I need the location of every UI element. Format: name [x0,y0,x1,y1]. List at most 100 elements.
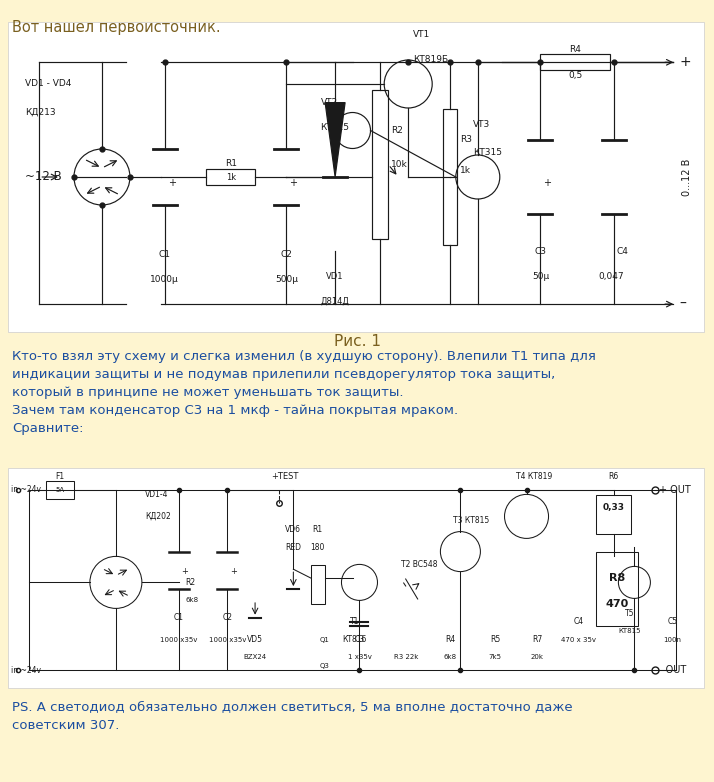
Text: R3: R3 [460,135,472,145]
Text: VD1 - VD4: VD1 - VD4 [26,80,72,88]
Text: F1: F1 [56,472,65,482]
Text: Q1: Q1 [320,637,330,643]
Text: BZX24: BZX24 [243,655,266,660]
Text: 0,5: 0,5 [568,71,583,80]
Text: R5: R5 [490,635,501,644]
Text: VT2: VT2 [321,98,338,107]
Text: 0...12 В: 0...12 В [682,158,692,196]
Text: КТ315: КТ315 [473,148,502,156]
Text: 1 x35v: 1 x35v [348,655,371,660]
Text: КТ315: КТ315 [321,123,350,132]
Text: C5: C5 [668,618,678,626]
Text: R1: R1 [225,160,237,168]
Text: R2: R2 [391,126,403,135]
Text: 500µ: 500µ [275,274,298,284]
Text: C4: C4 [573,618,584,626]
Text: C4: C4 [616,247,628,256]
Text: 1k: 1k [460,167,471,175]
Text: VD1: VD1 [326,271,344,281]
Text: +: + [168,178,176,188]
Bar [373,90,388,239]
Text: 1000µ: 1000µ [150,274,179,284]
Text: VD5: VD5 [247,635,263,644]
Text: Вот нашел первоисточник.: Вот нашел первоисточник. [12,20,221,35]
Text: индикации защиты и не подумав прилепили псевдорегулятор тока защиты,: индикации защиты и не подумав прилепили … [12,368,555,381]
Text: R4: R4 [445,635,455,644]
Bar [596,495,631,534]
Text: T3 КТ815: T3 КТ815 [453,516,490,526]
Text: Кто-то взял эту схему и слегка изменил (в худшую сторону). Влепили Т1 типа для: Кто-то взял эту схему и слегка изменил (… [12,350,596,363]
Bar [540,54,610,70]
Text: T4 КТ819: T4 КТ819 [516,472,553,481]
Text: Сравните:: Сравните: [12,422,84,435]
Polygon shape [325,102,345,177]
Text: 5A: 5A [56,487,65,493]
Text: который в принципе не может уменьшать ток защиты.: который в принципе не может уменьшать то… [12,386,403,399]
Bar [8,22,704,332]
Text: КТ815: КТ815 [618,628,640,633]
Text: КТ816: КТ816 [342,635,367,644]
Text: C3: C3 [535,247,546,256]
Text: 50µ: 50µ [532,271,549,281]
Text: R7: R7 [532,635,542,644]
Text: C2: C2 [281,250,292,259]
Text: 0,047: 0,047 [598,271,624,281]
Text: +TEST: +TEST [271,472,298,482]
Text: +: + [181,567,188,576]
Text: T2 BC548: T2 BC548 [401,560,438,569]
Text: +: + [289,178,298,188]
Text: R3 22k: R3 22k [394,655,418,660]
Text: Зачем там конденсатор С3 на 1 мкф - тайна покрытая мраком.: Зачем там конденсатор С3 на 1 мкф - тайн… [12,404,458,417]
Text: ~12 В: ~12 В [26,170,62,184]
Text: +: + [543,178,551,188]
Text: +: + [230,567,237,576]
Text: in ~24v: in ~24v [11,486,41,494]
Text: Д814Д: Д814Д [321,296,350,306]
Bar [443,109,457,246]
Text: 1000 x35v: 1000 x35v [160,637,197,643]
Text: +: + [680,56,691,70]
Text: 7k5: 7k5 [488,655,502,660]
Text: in ~24v: in ~24v [11,666,41,675]
Text: 1000 x35v: 1000 x35v [208,637,246,643]
Text: 10k: 10k [391,160,408,169]
Text: T1: T1 [350,618,359,626]
Text: 470: 470 [605,599,628,609]
Text: R8: R8 [609,573,625,583]
Text: 100n: 100n [664,637,682,643]
Bar [46,481,74,499]
Bar [206,169,255,185]
Text: R6: R6 [608,472,618,482]
Text: 6k8: 6k8 [186,597,198,603]
Text: C1: C1 [159,250,171,259]
Text: R2: R2 [186,578,196,587]
Bar [8,468,704,688]
Text: + OUT: + OUT [659,485,690,495]
Text: RED: RED [286,543,301,551]
Text: 20k: 20k [531,655,543,660]
Text: VT1: VT1 [413,30,431,39]
Text: PS. А светодиод обязательно должен светиться, 5 ма вполне достаточно даже: PS. А светодиод обязательно должен свети… [12,700,573,713]
Text: 6k8: 6k8 [443,655,456,660]
Bar [596,551,638,626]
Text: VT3: VT3 [473,120,490,129]
Text: T5: T5 [625,608,634,618]
Bar [311,565,325,604]
Text: КД202: КД202 [145,512,171,521]
Text: советским 307.: советским 307. [12,719,119,732]
Text: 180: 180 [311,543,325,551]
Text: VD1-4: VD1-4 [145,490,169,499]
Text: C3: C3 [354,635,365,644]
Text: - OUT: - OUT [659,665,686,676]
Text: R4: R4 [569,45,581,54]
Text: 470 x 35v: 470 x 35v [561,637,596,643]
Text: C1: C1 [174,613,183,622]
Text: Рис. 1: Рис. 1 [333,334,381,349]
Text: КД213: КД213 [26,107,56,117]
Text: C2: C2 [222,613,232,622]
Text: Q3: Q3 [320,663,330,669]
Text: 0,33: 0,33 [603,503,625,512]
Text: R1: R1 [313,525,323,534]
Text: –: – [680,297,687,311]
Text: VD6: VD6 [286,525,301,534]
